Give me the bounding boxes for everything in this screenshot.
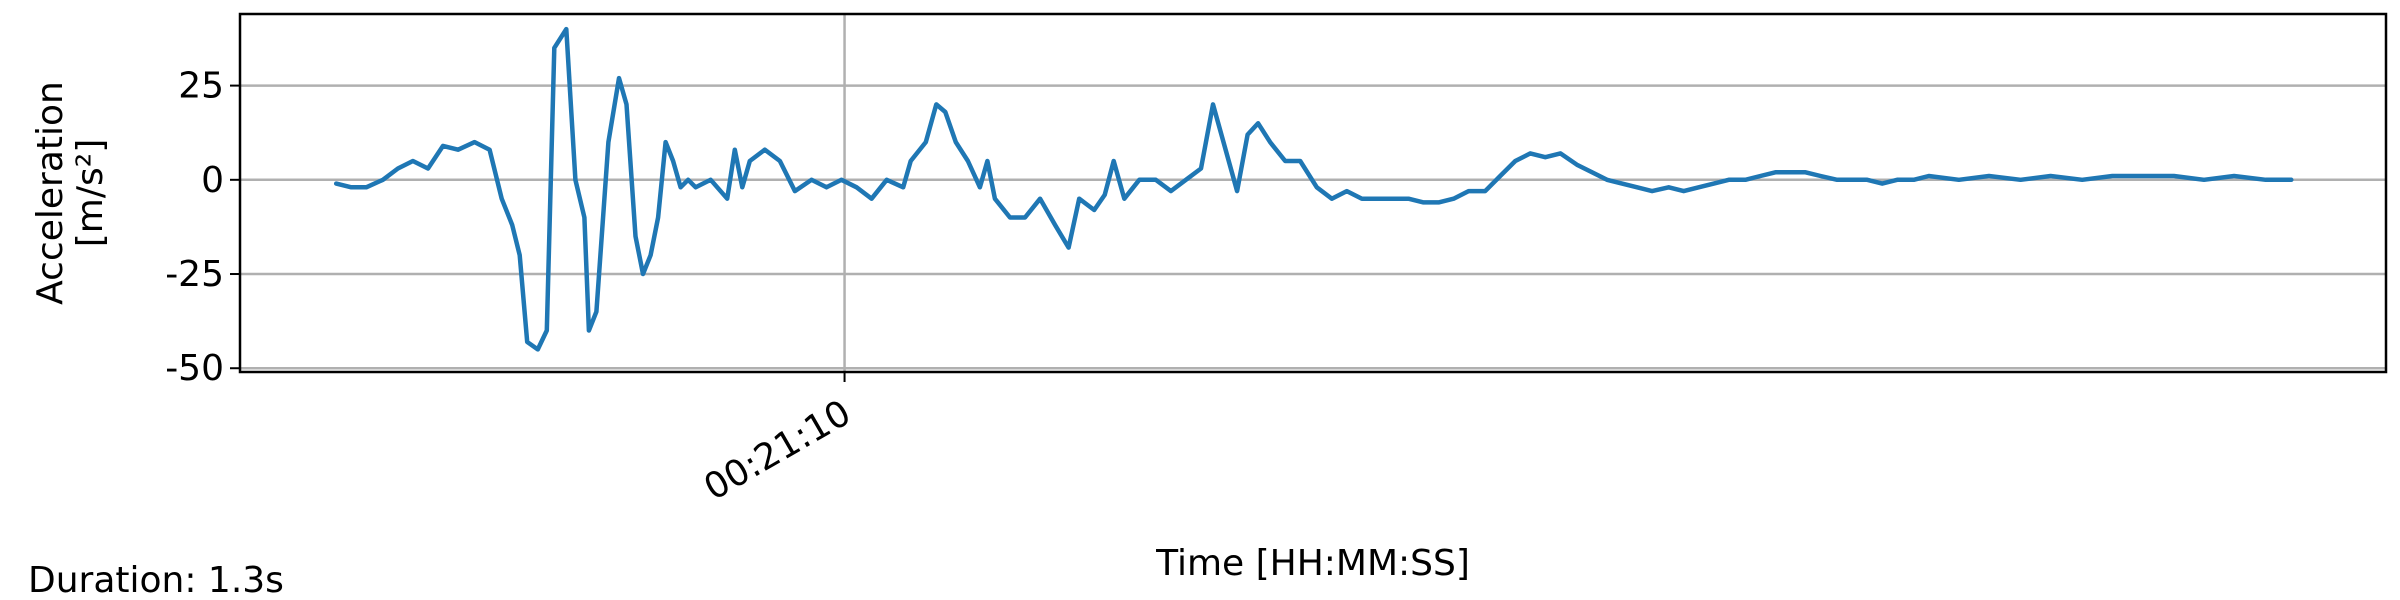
- y-tick-label: -25: [165, 254, 224, 295]
- y-axis-label-line: [m/s²]: [70, 139, 111, 247]
- y-tick-label: -50: [165, 348, 224, 389]
- y-tick-label: 0: [201, 160, 224, 201]
- duration-annotation: Duration: 1.3s: [28, 560, 284, 600]
- y-axis-label-line: Acceleration: [30, 81, 71, 305]
- y-axis-label: Acceleration [m/s²]: [30, 81, 111, 305]
- axes-frame: [238, 12, 2388, 374]
- data-line: [333, 26, 2294, 352]
- x-axis-label: Time [HH:MM:SS]: [1155, 543, 1470, 584]
- y-tick-label: 25: [178, 66, 224, 107]
